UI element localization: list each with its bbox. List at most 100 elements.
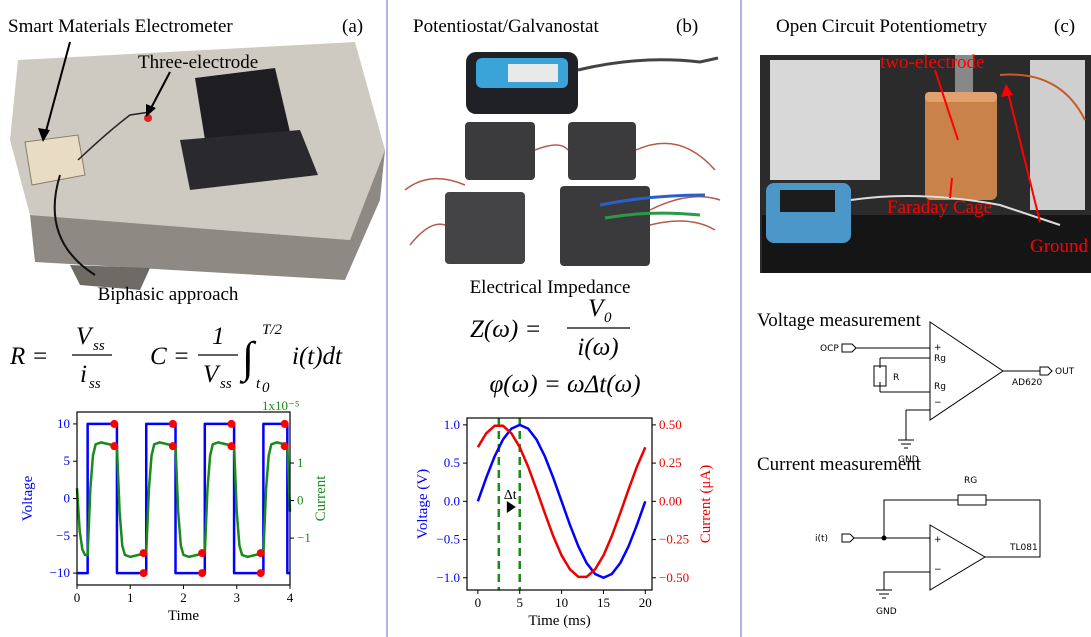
x-tick-label: 10	[555, 595, 568, 610]
y2-tick-label: −0.50	[659, 570, 689, 585]
data-point	[227, 420, 235, 428]
photo-callout: two-electrode	[880, 52, 984, 73]
data-point	[257, 549, 265, 557]
circuit-label: OUT	[1055, 367, 1075, 377]
equation-num: 1	[212, 323, 225, 350]
circuit-label: +	[934, 535, 942, 545]
figure: Smart Materials Electrometer (a) Three-e…	[0, 0, 1091, 637]
photo-callout: Three-electrode	[138, 52, 258, 73]
photo-callout: Faraday Cage	[887, 197, 992, 218]
y2-tick-label: 1	[297, 455, 304, 470]
panel-title: Potentiostat/Galvanostat	[413, 16, 599, 37]
x-axis-label: Time (ms)	[528, 613, 590, 629]
x-tick-label: 5	[516, 595, 523, 610]
circuit-label: OCP	[820, 344, 839, 354]
equation-lhs: C =	[150, 343, 190, 370]
circuit-label: TL081	[1009, 543, 1038, 553]
y-tick-label: −5	[56, 528, 70, 543]
equation-num: V	[76, 323, 94, 350]
panel-title: Open Circuit Potentiometry	[776, 16, 988, 37]
circuit-label: RG	[964, 476, 977, 486]
integral-lower: t	[256, 376, 261, 392]
equation-den: V	[203, 361, 221, 388]
y-tick-label: 0.0	[444, 493, 460, 508]
x-tick-label: 1	[127, 590, 134, 605]
equation-sub: ss	[93, 338, 105, 354]
panel-title: Smart Materials Electrometer	[8, 16, 233, 37]
circuit-label: Rg	[934, 382, 946, 392]
x-tick-label: 0	[74, 590, 81, 605]
x-tick-label: 15	[597, 595, 610, 610]
data-point	[169, 442, 177, 450]
integral-sign: ∫	[239, 333, 257, 384]
y-tick-label: −0.5	[436, 532, 460, 547]
circuit-label: AD620	[1012, 378, 1043, 388]
subtitle: Electrical Impedance	[470, 277, 631, 298]
x-tick-label: 0	[475, 595, 482, 610]
y2-tick-label: 0	[297, 493, 304, 508]
plot-frame	[77, 412, 290, 585]
y-tick-label: −10	[50, 565, 70, 580]
equation-sub: 0	[604, 310, 612, 326]
photo-electrometer	[10, 42, 385, 290]
data-point	[198, 549, 206, 557]
data-point	[110, 442, 118, 450]
panel-label: (b)	[676, 16, 698, 37]
circuit-label: GND	[876, 607, 897, 617]
annotation: Δt	[504, 488, 517, 503]
circuit-label: Rg	[934, 354, 946, 364]
photo-callout: Ground	[1030, 236, 1089, 257]
data-point	[169, 420, 177, 428]
equation-den: i	[80, 361, 87, 388]
x-tick-label: 3	[234, 590, 241, 605]
panel-label: (c)	[1054, 16, 1075, 37]
x-tick-label: 4	[287, 590, 294, 605]
circuit-label: −	[934, 398, 942, 408]
circuit-label: i(t)	[815, 534, 828, 544]
y-axis-label: Voltage	[20, 475, 36, 521]
y2-tick-label: 0.50	[659, 417, 682, 432]
y-tick-label: −1.0	[436, 570, 460, 585]
data-point	[281, 442, 289, 450]
data-point	[140, 569, 148, 577]
equation-sub: 0	[262, 380, 270, 396]
y-tick-label: 5	[64, 453, 71, 468]
y2-tick-label: 0.25	[659, 455, 682, 470]
y2-tick-label: −0.25	[659, 532, 689, 547]
y-tick-label: 0.5	[444, 455, 460, 470]
y-tick-label: 10	[57, 416, 70, 431]
y2-offset: 1x10⁻⁵	[262, 398, 299, 413]
y2-tick-label: 0.00	[659, 493, 682, 508]
y2-axis-label: Current	[313, 475, 329, 522]
y-axis-label: Voltage (V)	[415, 469, 431, 539]
circuit-title: Voltage measurement	[757, 310, 921, 331]
equation: φ(ω) = ωΔt(ω)	[489, 371, 640, 398]
y-tick-label: 0	[64, 491, 71, 506]
equation-den: i(ω)	[577, 334, 618, 361]
data-point	[281, 420, 289, 428]
circuit-label: R	[893, 373, 899, 383]
x-tick-label: 2	[180, 590, 187, 605]
data-point	[257, 569, 265, 577]
photo-potentiostat	[405, 52, 720, 266]
panel-label: (a)	[342, 16, 363, 37]
circuit-title: Current measurement	[757, 454, 922, 475]
x-axis-label: Time	[168, 608, 199, 624]
data-point	[198, 569, 206, 577]
x-tick-label: 20	[639, 595, 652, 610]
y2-tick-label: −1	[297, 530, 311, 545]
series-line	[77, 442, 290, 556]
y-tick-label: 1.0	[444, 417, 460, 432]
circuit-label: +	[934, 343, 942, 353]
equation-lhs: Z(ω) =	[470, 316, 541, 343]
data-point	[140, 549, 148, 557]
y2-axis-label: Current (μA)	[698, 465, 714, 543]
circuit-label: −	[934, 565, 942, 575]
data-point	[110, 420, 118, 428]
data-point	[227, 442, 235, 450]
equation-sub: ss	[89, 376, 101, 392]
equation-sub: ss	[220, 376, 232, 392]
equation-lhs: R =	[9, 343, 48, 370]
integrand: i(t)dt	[292, 343, 343, 370]
integral-upper: T/2	[262, 322, 283, 338]
